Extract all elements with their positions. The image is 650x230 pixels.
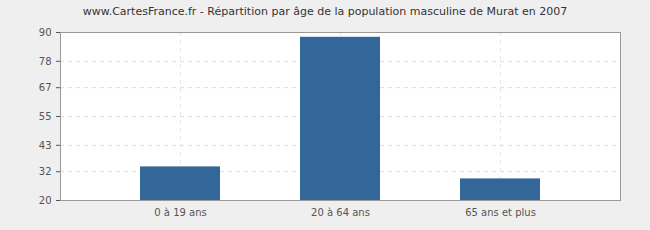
svg-text:32: 32 [39, 166, 52, 177]
svg-text:20 à 64 ans: 20 à 64 ans [311, 207, 370, 218]
svg-text:43: 43 [39, 140, 52, 151]
svg-text:20: 20 [39, 195, 52, 206]
svg-text:90: 90 [39, 27, 52, 38]
svg-text:55: 55 [39, 111, 52, 122]
svg-text:0 à 19 ans: 0 à 19 ans [154, 207, 206, 218]
svg-text:65 ans et plus: 65 ans et plus [465, 207, 536, 218]
html-text:www.CartesFrance.fr - Répartit: www.CartesFrance.fr - Répartition par âg… [82, 5, 568, 18]
svg-text:67: 67 [39, 82, 52, 93]
svg-text:78: 78 [39, 56, 52, 67]
